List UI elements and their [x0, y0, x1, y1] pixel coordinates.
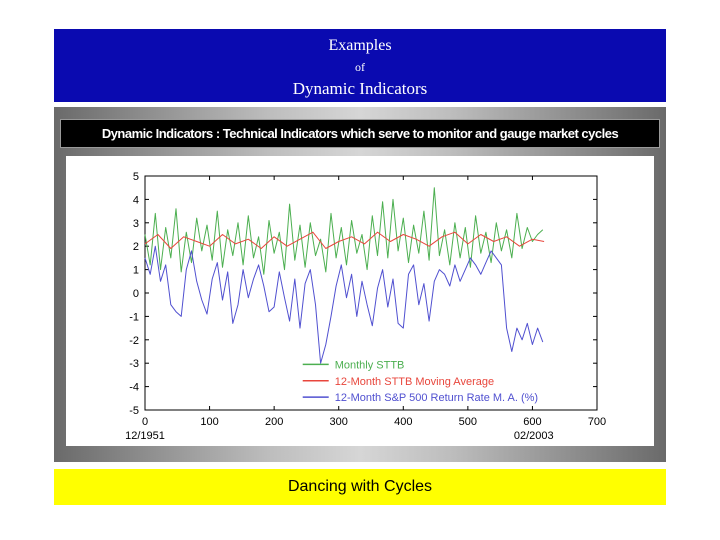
- y-tick-label: -2: [129, 335, 139, 347]
- legend-label: 12-Month S&P 500 Return Rate M. A. (%): [335, 392, 538, 404]
- x-date-annotation: 12/1951: [125, 430, 165, 442]
- title-banner: Examples of Dynamic Indicators: [54, 29, 666, 102]
- slide-subtitle: Dynamic Indicators: [292, 79, 428, 98]
- y-tick-label: 3: [133, 218, 139, 230]
- footer-text: Dancing with Cycles: [287, 478, 433, 495]
- x-tick-label: 300: [330, 416, 348, 428]
- x-tick-label: 500: [459, 416, 477, 428]
- legend-label: 12-Month STTB Moving Average: [335, 376, 494, 388]
- x-tick-label: 200: [265, 416, 283, 428]
- y-tick-label: 1: [133, 265, 139, 277]
- x-tick-label: 0: [142, 416, 148, 428]
- slide-title: Examples: [328, 37, 392, 54]
- description-bar: Dynamic Indicators : Technical Indicator…: [60, 119, 660, 148]
- y-tick-label: -1: [129, 311, 139, 323]
- x-date-annotation: 02/2003: [514, 430, 554, 442]
- chart-container: 0 100 200 300 400 500 600 700 -5 -4 -3 -2 -1 0 1 2 3 4 5 12…: [66, 156, 654, 446]
- x-tick-label: 100: [200, 416, 218, 428]
- x-tick-label: 700: [588, 416, 606, 428]
- y-tick-label: -4: [129, 382, 139, 394]
- x-tick-label: 600: [523, 416, 541, 428]
- y-tick-label: 5: [133, 171, 139, 183]
- y-tick-label: 4: [133, 194, 139, 206]
- series-line-0: [144, 187, 544, 275]
- series-line-2: [144, 245, 544, 364]
- line-chart: 0 100 200 300 400 500 600 700 -5 -4 -3 -2 -1 0 1 2 3 4 5 12…: [125, 171, 606, 442]
- series-line-1: [144, 231, 545, 249]
- footer-bar: Dancing with Cycles: [54, 469, 666, 505]
- y-tick-label: 0: [133, 288, 139, 300]
- y-tick-label: 2: [133, 241, 139, 253]
- description-text: Dynamic Indicators : Technical Indicator…: [101, 126, 619, 141]
- x-tick-label: 400: [394, 416, 412, 428]
- y-tick-label: -5: [129, 405, 139, 417]
- legend-label: Monthly STTB: [335, 359, 405, 371]
- y-tick-label: -3: [129, 358, 139, 370]
- slide-title-connector: of: [355, 60, 365, 74]
